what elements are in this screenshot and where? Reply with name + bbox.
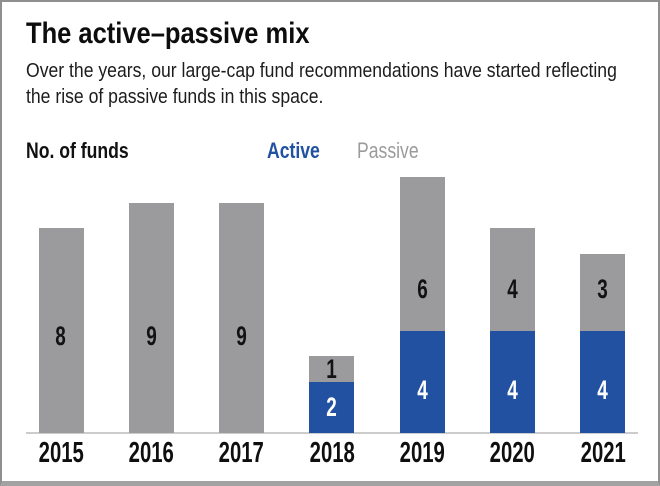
legend-active-label: Active <box>267 138 320 163</box>
x-axis-line <box>26 432 638 434</box>
bar-2021-active-segment <box>580 330 626 433</box>
x-axis-label-2021: 2021 <box>573 436 633 469</box>
x-axis-label-2016-text: 2016 <box>128 436 174 469</box>
bar-2015-passive-segment <box>38 228 84 433</box>
x-axis-label-2017: 2017 <box>212 436 272 469</box>
y-axis-title: No. of funds <box>26 138 129 163</box>
x-axis-label-2015-text: 2015 <box>38 436 84 469</box>
x-axis-label-2016: 2016 <box>121 436 181 469</box>
chart-subtitle: Over the years, our large-cap fund recom… <box>26 58 658 110</box>
bar-2020-passive-segment <box>490 228 535 331</box>
x-axis-label-2019: 2019 <box>392 436 452 469</box>
bar-2017-passive-segment <box>219 202 265 433</box>
x-axis-label-2021-text: 2021 <box>580 436 626 469</box>
x-axis-label-2019-text: 2019 <box>399 436 445 469</box>
bar-2018-passive-segment <box>309 356 355 382</box>
x-axis-label-2020-text: 2020 <box>489 436 536 469</box>
bar-2018-active-segment <box>309 381 355 433</box>
page-title: The active–passive mix <box>26 18 360 50</box>
bar-2021-passive-segment <box>580 253 626 331</box>
bar-2020-active-segment <box>490 330 535 433</box>
bar-2019-passive-segment <box>399 177 445 331</box>
x-axis-label-2020: 2020 <box>483 436 543 469</box>
subtitle-line-1: Over the years, our large-cap fund recom… <box>26 60 617 82</box>
bar-2019-active-segment <box>399 330 445 433</box>
x-axis-label-2015: 2015 <box>31 436 91 469</box>
x-axis-label-2018-text: 2018 <box>309 436 355 469</box>
bar-2016-passive-segment <box>128 202 174 433</box>
page-title-text: The active–passive mix <box>26 17 310 50</box>
x-axis-label-2017-text: 2017 <box>219 436 265 469</box>
subtitle-line-2: the rise of passive funds in this space. <box>26 86 324 108</box>
x-axis-label-2018: 2018 <box>302 436 362 469</box>
legend-passive-label: Passive <box>357 138 419 163</box>
